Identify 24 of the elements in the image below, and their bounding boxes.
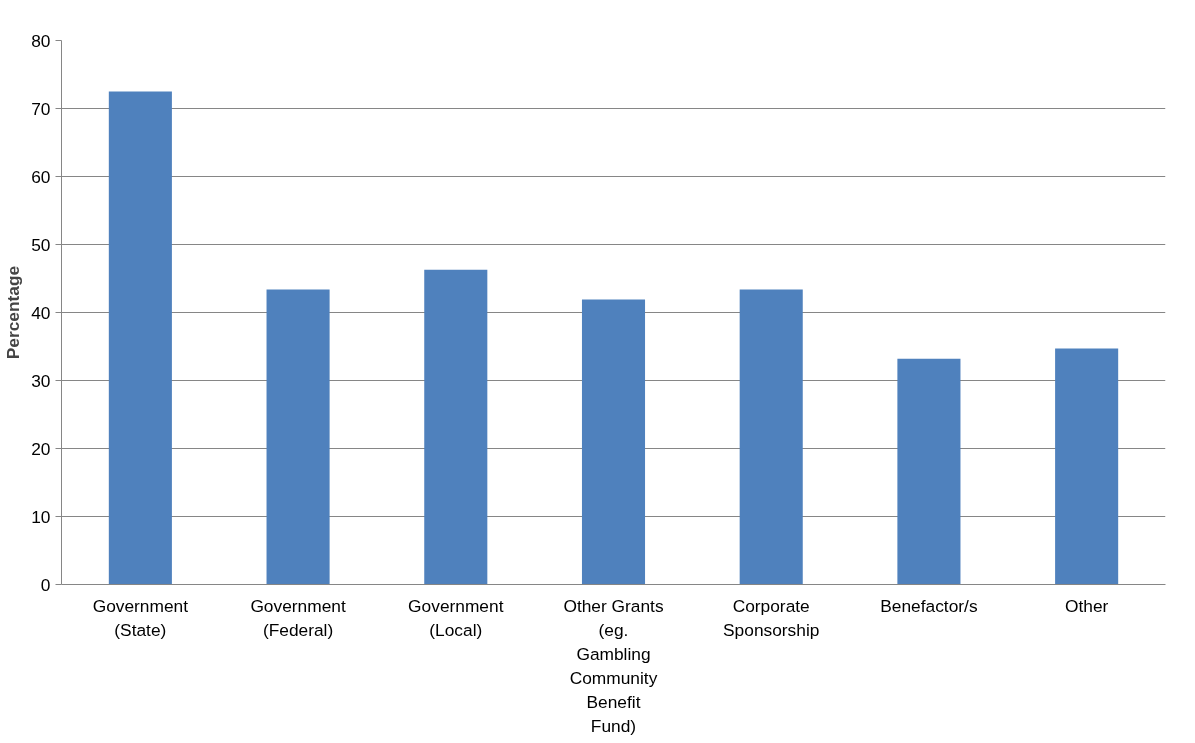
y-tick-label: 10 bbox=[31, 506, 51, 527]
x-tick-label: Government (Local) bbox=[408, 595, 504, 640]
y-tick-label: 80 bbox=[31, 30, 51, 51]
y-tick-label: 0 bbox=[40, 574, 51, 595]
x-tick-label: Other bbox=[1064, 595, 1109, 616]
bar bbox=[1055, 348, 1119, 585]
bar bbox=[897, 358, 961, 585]
y-tick-label: 20 bbox=[31, 438, 51, 459]
y-axis-title: Percentage bbox=[3, 265, 24, 360]
x-tick-label: Corporate Sponsorship bbox=[723, 595, 820, 640]
bar bbox=[581, 299, 646, 585]
y-tick-label: 70 bbox=[31, 98, 51, 119]
bar bbox=[108, 91, 172, 585]
bar bbox=[739, 289, 803, 585]
x-tick-label: Government (State) bbox=[92, 595, 189, 640]
y-tick-label: 30 bbox=[31, 370, 51, 391]
y-tick-label: 50 bbox=[31, 234, 51, 255]
x-tick-label: Government (Federal) bbox=[250, 595, 346, 640]
bar bbox=[424, 269, 488, 585]
bar bbox=[266, 289, 330, 585]
x-tick-label: Other Grants (eg. Gambling Community Benefit Fund) bbox=[563, 595, 664, 736]
x-tick-label: Benefactor/s bbox=[880, 595, 978, 616]
y-tick-label: 60 bbox=[31, 166, 51, 187]
y-tick-label: 40 bbox=[31, 302, 51, 323]
